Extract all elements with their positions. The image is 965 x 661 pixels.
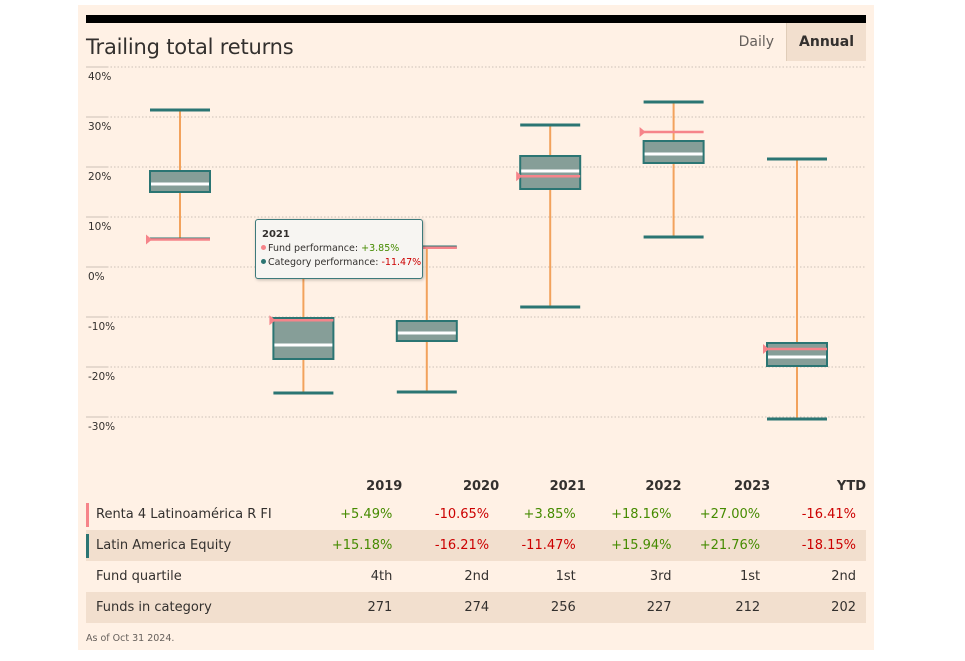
y-tick-label: 0%	[88, 271, 105, 283]
as-of-footnote: As of Oct 31 2024.	[86, 633, 175, 644]
table-cell: 2nd	[831, 569, 856, 584]
tooltip-fund-label: Fund performance:	[268, 243, 359, 254]
row-label: Renta 4 Latinoamérica R FI	[86, 499, 331, 530]
tooltip-fund-row: Fund performance: +3.85%	[261, 243, 399, 254]
table-cell: 212	[681, 592, 771, 623]
table-row: Funds in category 271 274 256 227 212 202	[86, 592, 866, 623]
returns-table: 2019 2020 2021 2022 2023 YTD Renta 4 Lat…	[86, 473, 866, 623]
table-cell: 3rd	[649, 569, 672, 584]
fund-dot-icon	[261, 245, 266, 250]
y-tick-label: 10%	[88, 221, 111, 233]
column-header: 2023	[733, 478, 771, 494]
row-label-text: Renta 4 Latinoamérica R FI	[96, 507, 272, 522]
series-swatch	[86, 534, 89, 558]
table-header-row: 2019 2020 2021 2022 2023 YTD	[86, 473, 866, 499]
tooltip-fund-value: +3.85%	[361, 243, 400, 254]
tooltip-category-row: Category performance: -11.47%	[261, 257, 421, 268]
table-cell: +3.85%	[523, 507, 576, 522]
table-row: Renta 4 Latinoamérica R FI +5.49% -10.65% +…	[86, 499, 866, 530]
fund-marker-arrow	[516, 171, 523, 182]
iqr-box	[395, 320, 458, 342]
table-cell: -11.47%	[499, 530, 586, 561]
y-tick-label: -10%	[88, 321, 115, 333]
fund-marker-arrow	[639, 127, 646, 137]
tab-daily[interactable]: Daily	[738, 34, 775, 50]
row-label-text: Funds in category	[96, 600, 212, 615]
table-cell: 4th	[370, 569, 393, 584]
table-cell: 271	[330, 592, 403, 623]
table-cell: 1st	[740, 569, 761, 584]
y-tick-label: -20%	[88, 371, 115, 383]
top-rule	[86, 15, 866, 23]
iqr-box	[149, 170, 211, 193]
column-header: YTD	[836, 478, 866, 494]
iqr-box	[272, 317, 335, 360]
column-header: 2021	[549, 478, 586, 494]
row-label: Fund quartile	[86, 561, 331, 592]
table-cell: 1st	[555, 569, 576, 584]
table-cell: +15.18%	[330, 530, 403, 561]
table-cell: -18.15%	[770, 530, 866, 561]
iqr-box	[642, 140, 705, 164]
fund-marker-arrow	[269, 315, 276, 326]
trailing-returns-card: Trailing total returns Daily Annual 40% 3…	[78, 5, 874, 650]
table-cell: 202	[770, 592, 866, 623]
table-cell: 227	[585, 592, 682, 623]
chart-title: Trailing total returns	[86, 35, 294, 59]
column-header: 2020	[462, 478, 500, 494]
table-cell: +5.49%	[340, 507, 393, 522]
period-tabs: Daily Annual	[727, 23, 866, 61]
table-cell: -10.65%	[434, 507, 490, 522]
fund-marker-arrow	[146, 234, 152, 245]
table-row: Latin America Equity +15.18% -16.21% -11.47…	[86, 530, 866, 561]
fund-marker-arrow	[763, 344, 769, 355]
y-tick-label: 40%	[88, 71, 111, 83]
tooltip-category-label: Category performance:	[268, 257, 379, 268]
table-cell: +27.00%	[699, 507, 761, 522]
column-header: 2022	[645, 478, 682, 494]
category-dot-icon	[261, 259, 266, 264]
y-tick-label: 20%	[88, 171, 111, 183]
table-cell: 2nd	[464, 569, 490, 584]
tooltip-category-value: -11.47%	[381, 257, 422, 268]
row-label: Funds in category	[86, 592, 331, 623]
table-cell: 274	[402, 592, 500, 623]
y-tick-label: 30%	[88, 121, 111, 133]
table-cell: -16.21%	[402, 530, 500, 561]
y-tick-label: -30%	[88, 421, 115, 433]
row-label-text: Fund quartile	[96, 569, 182, 584]
table-header-blank	[86, 473, 331, 499]
table-cell: +21.76%	[681, 530, 771, 561]
boxplot-chart: 40% 30% 20% 10% 0% -10% -20% -30%	[86, 66, 866, 433]
table-row: Fund quartile 4th 2nd 1st 3rd 1st 2nd	[86, 561, 866, 592]
table-cell: -16.41%	[801, 507, 856, 522]
row-label: Latin America Equity	[86, 530, 331, 561]
table-cell: +15.94%	[585, 530, 682, 561]
tab-annual[interactable]: Annual	[786, 23, 866, 61]
iqr-box	[766, 342, 828, 367]
table-cell: +18.16%	[611, 507, 672, 522]
chart-tooltip: 2021 Fund performance: +3.85% Category p…	[255, 219, 423, 279]
table-cell: 256	[499, 592, 586, 623]
row-label-text: Latin America Equity	[96, 538, 232, 553]
column-header: 2019	[366, 478, 403, 494]
series-swatch	[86, 503, 89, 527]
tooltip-title: 2021	[262, 229, 290, 240]
